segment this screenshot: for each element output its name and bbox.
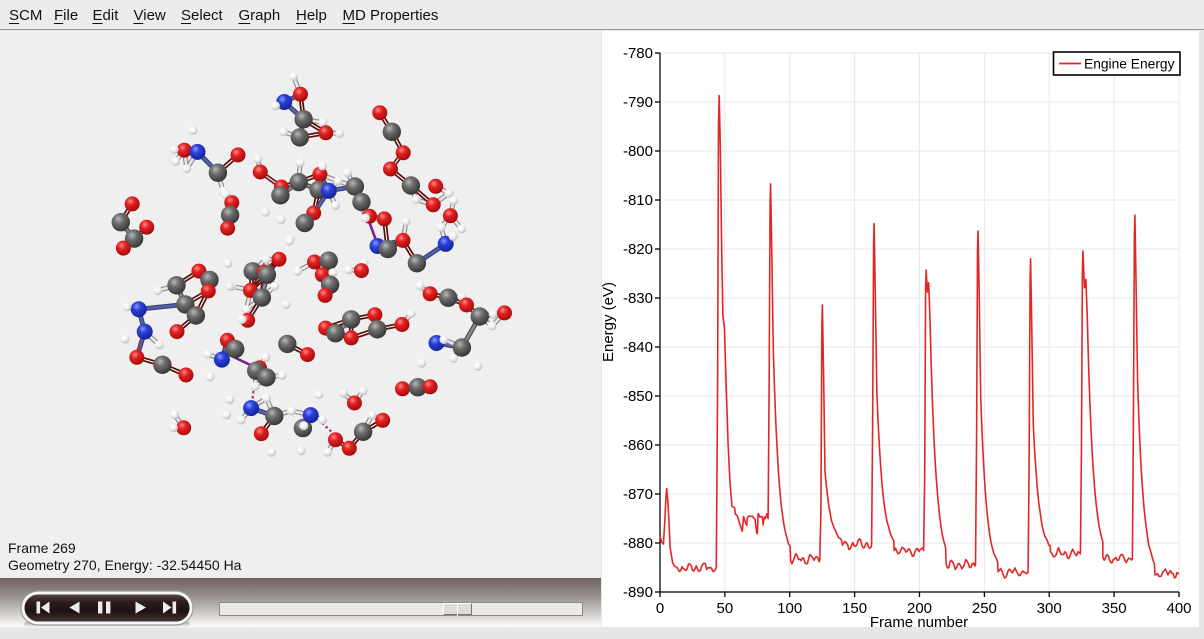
svg-text:400: 400 [1166, 600, 1191, 617]
svg-text:Engine Energy: Engine Energy [1084, 57, 1175, 72]
svg-text:350: 350 [1102, 600, 1127, 617]
svg-text:-790: -790 [623, 94, 653, 111]
svg-text:300: 300 [1037, 600, 1062, 617]
svg-text:-800: -800 [623, 143, 653, 160]
svg-text:-850: -850 [623, 388, 653, 405]
svg-text:0: 0 [656, 600, 664, 617]
svg-text:150: 150 [842, 600, 867, 617]
svg-text:250: 250 [972, 600, 997, 617]
svg-text:Energy (eV): Energy (eV) [602, 282, 617, 362]
svg-text:-780: -780 [623, 45, 653, 62]
svg-text:-820: -820 [623, 241, 653, 258]
svg-text:-860: -860 [623, 437, 653, 454]
svg-text:Frame number: Frame number [870, 614, 968, 631]
svg-text:100: 100 [777, 600, 802, 617]
svg-text:-830: -830 [623, 290, 653, 307]
svg-text:-810: -810 [623, 192, 653, 209]
svg-text:-840: -840 [623, 339, 653, 356]
svg-text:-880: -880 [623, 535, 653, 552]
svg-text:-890: -890 [623, 584, 653, 601]
svg-text:-870: -870 [623, 486, 653, 503]
svg-text:50: 50 [717, 600, 734, 617]
